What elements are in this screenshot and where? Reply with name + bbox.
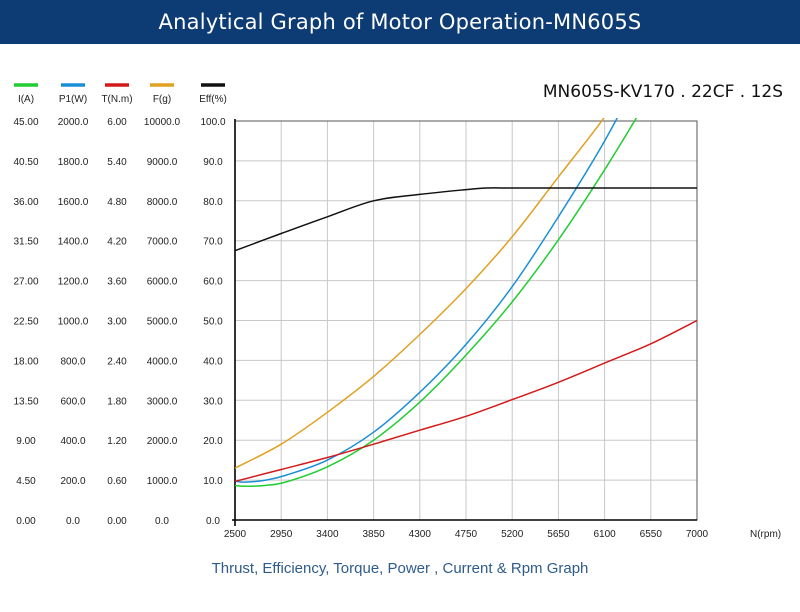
y-tick-label-p1: 800.0 <box>60 356 85 367</box>
x-tick-label: 5200 <box>501 529 524 540</box>
y-tick-label-eff: 10.0 <box>203 476 223 487</box>
y-tick-label-i: 18.00 <box>13 356 38 367</box>
x-tick-label: 3400 <box>316 529 339 540</box>
y-tick-label-f: 6000.0 <box>147 277 178 288</box>
x-tick-label: 4750 <box>455 529 478 540</box>
y-tick-label-eff: 100.0 <box>200 117 225 128</box>
y-tick-label-eff: 30.0 <box>203 396 223 407</box>
x-tick-label: 6550 <box>640 529 663 540</box>
legend-label-p1: P1(W) <box>59 94 87 105</box>
page-header: Analytical Graph of Motor Operation-MN60… <box>0 0 800 44</box>
y-tick-label-i: 22.50 <box>13 317 38 328</box>
y-tick-label-eff: 0.0 <box>206 516 220 527</box>
y-tick-label-i: 9.00 <box>16 436 36 447</box>
series-lines <box>235 118 697 488</box>
y-tick-label-i: 31.50 <box>13 237 38 248</box>
y-tick-label-f: 2000.0 <box>147 436 178 447</box>
series-line-t <box>235 319 697 483</box>
y-tick-label-t: 1.80 <box>107 396 127 407</box>
y-tick-label-p1: 1600.0 <box>58 197 89 208</box>
y-tick-label-t: 3.00 <box>107 317 127 328</box>
series-line-p1 <box>235 118 619 483</box>
chart-title: MN605S-KV170 . 22CF . 12S <box>543 82 783 102</box>
x-tick-label: 2500 <box>224 529 247 540</box>
y-tick-label-t: 2.40 <box>107 356 127 367</box>
x-tick-label: 6100 <box>593 529 616 540</box>
y-tick-label-f: 8000.0 <box>147 197 178 208</box>
y-tick-label-f: 10000.0 <box>144 117 181 128</box>
y-axes: 0.00 4.50 9.00 13.50 18.00 22.50 27.00 31.50 36.… <box>13 117 225 527</box>
y-tick-label-p1: 1200.0 <box>58 277 89 288</box>
y-tick-label-eff: 80.0 <box>203 197 223 208</box>
y-tick-label-p1: 1000.0 <box>58 317 89 328</box>
y-tick-label-f: 0.0 <box>155 516 169 527</box>
y-tick-label-eff: 20.0 <box>203 436 223 447</box>
y-tick-label-p1: 1800.0 <box>58 157 89 168</box>
y-tick-label-t: 4.20 <box>107 237 127 248</box>
legend-label-f: F(g) <box>153 94 171 105</box>
x-axis: 2500 2950 3400 3850 4300 4750 5200 5650 6100 6550… <box>224 529 709 540</box>
x-tick-label: 5650 <box>547 529 570 540</box>
y-tick-label-p1: 400.0 <box>60 436 85 447</box>
y-tick-label-i: 40.50 <box>13 157 38 168</box>
y-tick-label-i: 4.50 <box>16 476 36 487</box>
y-tick-label-t: 1.20 <box>107 436 127 447</box>
y-tick-label-p1: 2000.0 <box>58 117 89 128</box>
y-tick-label-f: 5000.0 <box>147 317 178 328</box>
x-axis-label: N(rpm) <box>750 529 781 540</box>
x-tick-label: 7000 <box>686 529 709 540</box>
y-tick-label-f: 4000.0 <box>147 356 178 367</box>
chart-caption: Thrust, Efficiency, Torque, Power , Curr… <box>211 560 589 577</box>
y-tick-label-eff: 50.0 <box>203 317 223 328</box>
y-tick-label-f: 3000.0 <box>147 396 178 407</box>
legend-label-eff: Eff(%) <box>199 94 227 105</box>
y-tick-label-i: 0.00 <box>16 516 36 527</box>
x-tick-label: 3850 <box>362 529 385 540</box>
x-tick-label: 4300 <box>409 529 432 540</box>
y-tick-label-i: 13.50 <box>13 396 38 407</box>
y-tick-label-t: 0.60 <box>107 476 127 487</box>
y-tick-label-eff: 90.0 <box>203 157 223 168</box>
y-tick-label-t: 6.00 <box>107 117 127 128</box>
y-tick-label-t: 5.40 <box>107 157 127 168</box>
y-tick-label-t: 0.00 <box>107 516 127 527</box>
y-tick-label-p1: 1400.0 <box>58 237 89 248</box>
y-tick-label-f: 9000.0 <box>147 157 178 168</box>
y-tick-label-p1: 0.0 <box>66 516 80 527</box>
series-line-f <box>235 118 605 469</box>
y-tick-label-p1: 200.0 <box>60 476 85 487</box>
legend-label-i: I(A) <box>18 94 34 105</box>
x-tick-label: 2950 <box>270 529 293 540</box>
motor-performance-chart: 0.00 4.50 9.00 13.50 18.00 22.50 27.00 31.50 36.… <box>13 82 783 540</box>
page-title: Analytical Graph of Motor Operation-MN60… <box>158 10 642 34</box>
y-tick-label-i: 36.00 <box>13 197 38 208</box>
legend-label-t: T(N.m) <box>101 94 132 105</box>
y-tick-label-eff: 40.0 <box>203 356 223 367</box>
y-tick-label-p1: 600.0 <box>60 396 85 407</box>
legend: I(A) P1(W) T(N.m) F(g) Eff(%) <box>14 83 227 105</box>
y-tick-label-i: 45.00 <box>13 117 38 128</box>
y-tick-label-f: 7000.0 <box>147 237 178 248</box>
y-tick-label-f: 1000.0 <box>147 476 178 487</box>
y-tick-label-t: 3.60 <box>107 277 127 288</box>
series-line-i <box>235 118 638 488</box>
y-tick-label-eff: 60.0 <box>203 277 223 288</box>
y-tick-label-i: 27.00 <box>13 277 38 288</box>
series-line-eff <box>235 187 697 252</box>
y-tick-label-t: 4.80 <box>107 197 127 208</box>
y-tick-label-eff: 70.0 <box>203 237 223 248</box>
